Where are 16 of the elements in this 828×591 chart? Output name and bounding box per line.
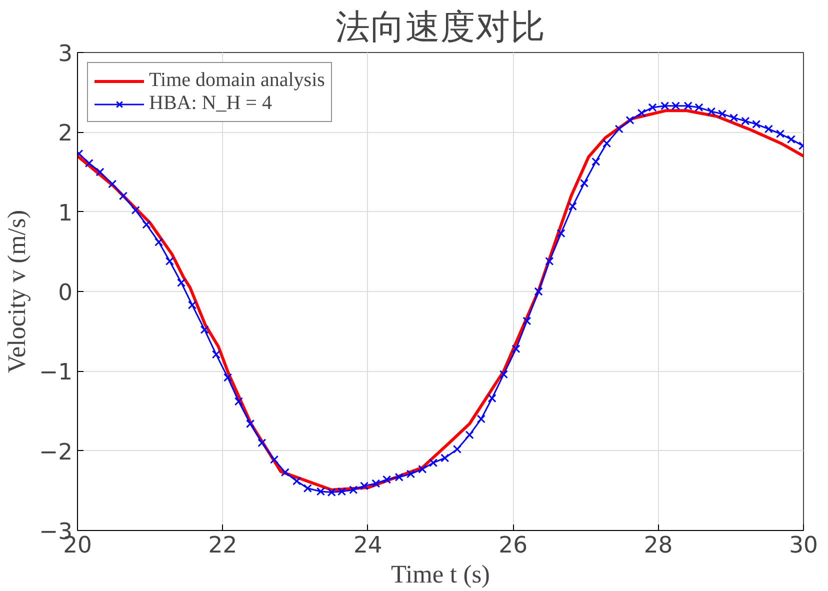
chart-title: 法向速度对比 <box>336 8 546 48</box>
x-tick-label: 28 <box>644 532 673 558</box>
x-tick-label: 22 <box>208 532 238 558</box>
y-tick-label: −1 <box>39 360 73 386</box>
x-tick-label: 24 <box>353 532 382 558</box>
y-tick-label: 2 <box>58 120 73 147</box>
legend-label: HBA: N_H = 4 <box>149 92 272 115</box>
x-tick-label: 26 <box>498 532 528 558</box>
y-tick-label: −2 <box>39 439 73 466</box>
x-tick-label: 30 <box>789 532 818 558</box>
y-axis-title: Velocity v (m/s) <box>3 210 32 374</box>
legend-label: Time domain analysis <box>149 69 325 92</box>
y-tick-label: 1 <box>58 200 73 226</box>
x-axis-title: Time t (s) <box>391 560 490 588</box>
y-tick-label: 0 <box>58 280 73 306</box>
y-tick-label: 3 <box>58 41 73 67</box>
